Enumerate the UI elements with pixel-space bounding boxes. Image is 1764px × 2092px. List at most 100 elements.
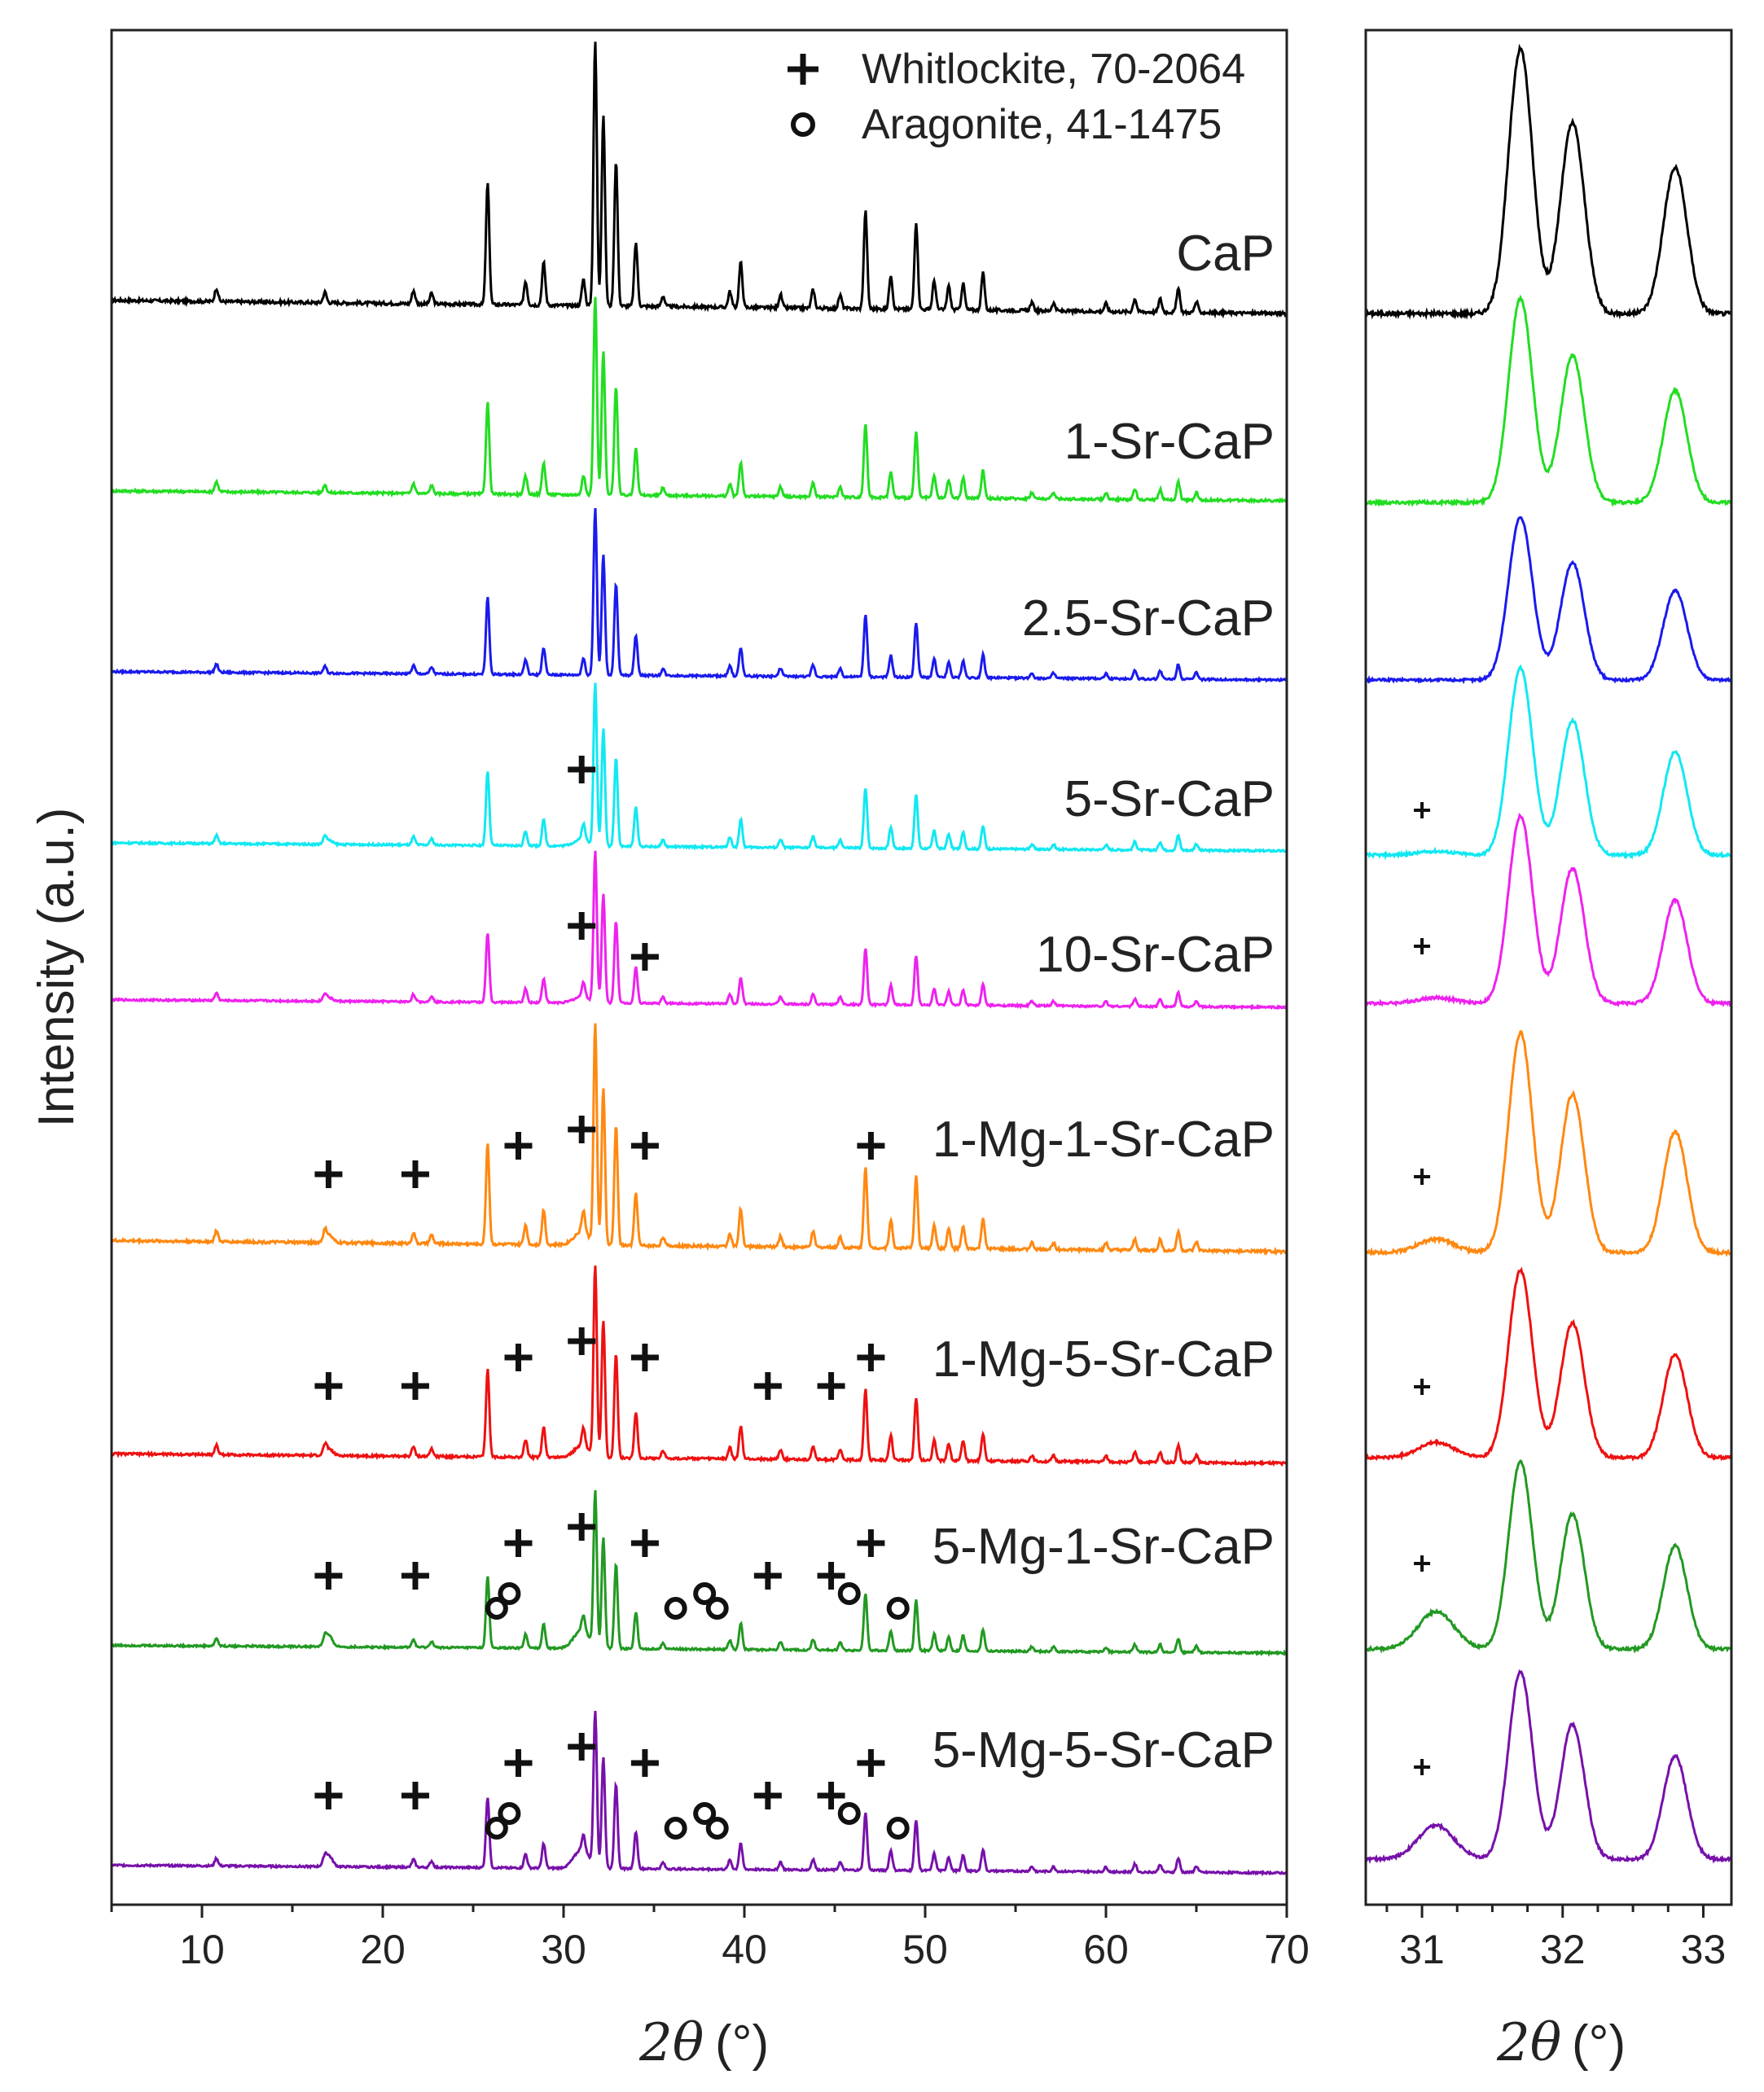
- series-label: CaP: [1176, 226, 1275, 282]
- inset-trace-10-Sr-CaP: [1364, 813, 1733, 1008]
- aragonite-marker: [498, 1802, 521, 1825]
- whitlockite-marker: [401, 1372, 429, 1400]
- inset-whitlockite-marker: [1414, 802, 1431, 818]
- whitlockite-marker: [401, 1782, 429, 1809]
- series-label: 5-Sr-CaP: [1064, 771, 1275, 827]
- whitlockite-marker: [401, 1562, 429, 1590]
- main-traces: [110, 42, 1288, 1877]
- whitlockite-marker: [857, 1749, 885, 1777]
- main-x-ticks: 10 20 30 40 50 60 70: [110, 1905, 1310, 1972]
- whitlockite-marker: [568, 1327, 596, 1355]
- whitlockite-marker: [401, 1160, 429, 1188]
- whitlockite-marker: [504, 1132, 533, 1160]
- main-x-tick-label: 60: [1083, 1927, 1129, 1972]
- series-label: 1-Mg-5-Sr-CaP: [932, 1331, 1275, 1388]
- inset-whitlockite-marker: [1414, 1379, 1431, 1395]
- aragonite-marker: [498, 1582, 521, 1605]
- inset-trace-5-Mg-5-Sr-CaP: [1364, 1669, 1733, 1864]
- main-x-tick-label: 30: [541, 1927, 586, 1972]
- trace-5-Mg-5-Sr-CaP: [110, 1710, 1288, 1877]
- trace-2.5-Sr-CaP: [110, 508, 1288, 683]
- legend-aragonite-marker: [791, 112, 815, 137]
- aragonite-marker: [705, 1597, 729, 1620]
- trace-5-Mg-1-Sr-CaP: [111, 1490, 1288, 1657]
- aragonite-marker: [664, 1817, 687, 1840]
- legend-whitlockite-label: Whitlockite, 70-2064: [862, 46, 1245, 93]
- inset-x-ticks: 31 32 33: [1385, 1905, 1727, 1972]
- main-x-tick-label: 10: [179, 1927, 225, 1972]
- trace-1-Mg-1-Sr-CaP: [110, 1023, 1288, 1257]
- whitlockite-marker: [630, 1749, 659, 1777]
- inset-trace-5-Mg-1-Sr-CaP: [1364, 1458, 1733, 1654]
- legend-aragonite-label: Aragonite, 41-1475: [862, 101, 1222, 148]
- whitlockite-marker: [314, 1782, 343, 1809]
- inset-whitlockite-marker: [1414, 1169, 1431, 1185]
- legend: Whitlockite, 70-2064 Aragonite, 41-1475: [788, 46, 1245, 148]
- whitlockite-marker: [857, 1132, 885, 1160]
- inset-trace-1-Sr-CaP: [1364, 294, 1733, 508]
- inset-trace-5-Sr-CaP: [1365, 664, 1733, 861]
- whitlockite-marker: [504, 1749, 533, 1777]
- inset-traces: [1364, 43, 1733, 1864]
- whitlockite-marker: [753, 1782, 782, 1809]
- trace-5-Sr-CaP: [111, 682, 1288, 854]
- trace-10-Sr-CaP: [111, 850, 1288, 1011]
- whitlockite-marker: [753, 1372, 782, 1400]
- main-plot-frame: [110, 29, 1288, 1906]
- whitlockite-marker: [504, 1529, 533, 1557]
- aragonite-marker: [837, 1802, 861, 1825]
- trace-1-Mg-5-Sr-CaP: [111, 1265, 1288, 1467]
- whitlockite-marker: [817, 1372, 845, 1400]
- aragonite-marker: [693, 1582, 717, 1605]
- inset-whitlockite-marker: [1414, 1759, 1431, 1775]
- trace-1-Sr-CaP: [110, 296, 1288, 505]
- whitlockite-marker: [314, 1562, 343, 1590]
- trace-CaP: [111, 42, 1288, 319]
- inset-whitlockite-marker: [1414, 938, 1431, 954]
- whitlockite-marker: [630, 1344, 659, 1371]
- whitlockite-marker: [630, 1132, 659, 1160]
- y-axis-title: Intensity (a.u.): [29, 808, 85, 1128]
- inset-plot-frame: [1364, 29, 1733, 1906]
- aragonite-marker: [886, 1817, 910, 1840]
- aragonite-marker: [664, 1597, 687, 1620]
- phase-markers: [314, 756, 910, 1840]
- whitlockite-marker: [314, 1372, 343, 1400]
- series-label: 10-Sr-CaP: [1036, 927, 1275, 983]
- inset-x-tick-label: 33: [1681, 1927, 1727, 1972]
- inset-xrd-panel: 31 32 33 2θ (°): [1364, 29, 1733, 2073]
- whitlockite-marker: [630, 1529, 659, 1557]
- inset-trace-2.5-Sr-CaP: [1364, 515, 1733, 685]
- whitlockite-marker: [630, 943, 659, 971]
- inset-x-tick-label: 31: [1399, 1927, 1445, 1972]
- main-x-tick-label: 70: [1264, 1927, 1310, 1972]
- aragonite-marker: [886, 1597, 910, 1620]
- whitlockite-marker: [504, 1344, 533, 1371]
- main-x-axis-unit: (°): [715, 2015, 769, 2072]
- whitlockite-marker: [568, 912, 596, 940]
- aragonite-marker: [837, 1582, 861, 1605]
- series-label: 2.5-Sr-CaP: [1022, 590, 1275, 647]
- main-x-tick-label: 40: [722, 1927, 767, 1972]
- inset-whitlockite-marker: [1414, 1555, 1431, 1572]
- inset-x-axis-symbol: 2θ: [1496, 2013, 1561, 2073]
- main-xrd-panel: CaP 1-Sr-CaP 2.5-Sr-CaP 5-Sr-CaP 10-Sr-CaP 1-…: [29, 29, 1310, 2073]
- inset-trace-CaP: [1365, 43, 1733, 321]
- whitlockite-marker: [857, 1529, 885, 1557]
- inset-trace-1-Mg-5-Sr-CaP: [1365, 1266, 1733, 1462]
- series-label: 1-Mg-1-Sr-CaP: [932, 1112, 1275, 1168]
- main-x-tick-label: 50: [902, 1927, 948, 1972]
- series-label: 5-Mg-5-Sr-CaP: [932, 1722, 1275, 1778]
- series-labels: CaP 1-Sr-CaP 2.5-Sr-CaP 5-Sr-CaP 10-Sr-CaP 1-…: [932, 226, 1275, 1778]
- whitlockite-marker: [568, 1116, 596, 1143]
- whitlockite-marker: [568, 1733, 596, 1761]
- whitlockite-marker: [568, 1513, 596, 1541]
- whitlockite-marker: [568, 756, 596, 783]
- inset-whitlockite-markers: [1414, 802, 1431, 1775]
- whitlockite-marker: [817, 1562, 845, 1590]
- inset-trace-1-Mg-1-Sr-CaP: [1364, 1030, 1733, 1257]
- main-x-tick-label: 20: [360, 1927, 406, 1972]
- inset-x-tick-label: 32: [1540, 1927, 1586, 1972]
